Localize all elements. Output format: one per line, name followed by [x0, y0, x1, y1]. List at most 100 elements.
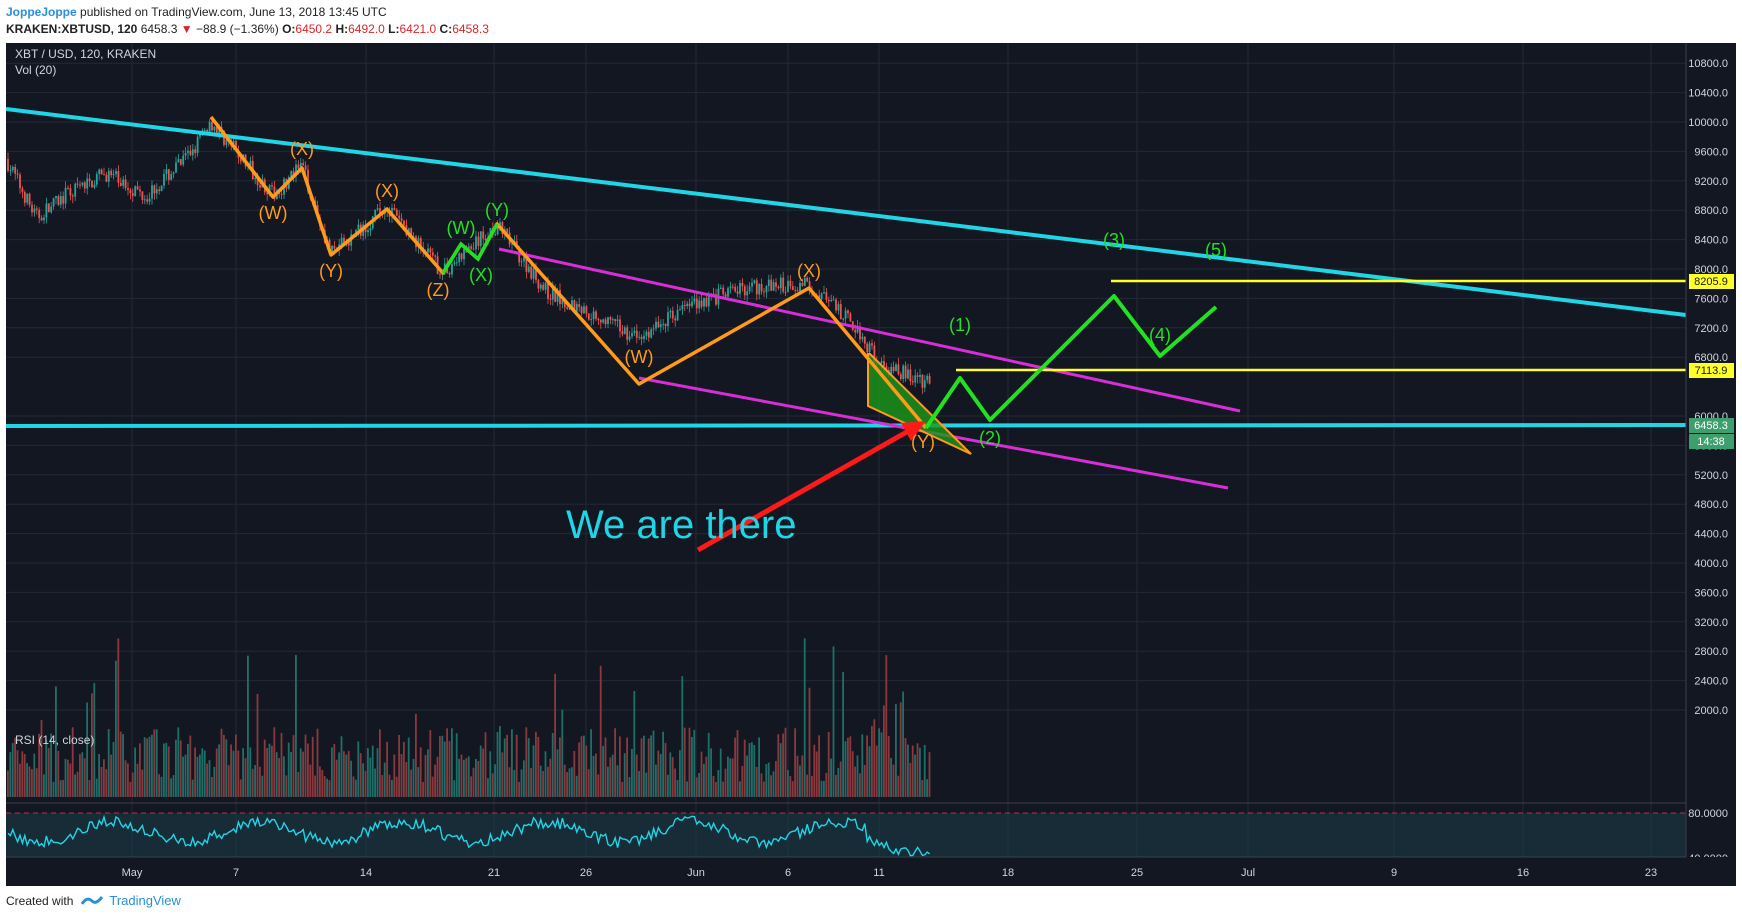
volume-bar: [393, 754, 396, 797]
candle-body: [199, 134, 201, 137]
publish-line: JoppeJoppe published on TradingView.com,…: [6, 4, 489, 21]
candle-body: [772, 282, 775, 291]
price-tick-label: 6800.0: [1694, 352, 1728, 364]
volume-bar: [719, 748, 722, 797]
candle-body: [827, 299, 830, 302]
candle-body: [98, 169, 101, 175]
volume-bar: [187, 743, 189, 797]
volume-bar: [213, 766, 216, 797]
volume-bar: [110, 754, 112, 797]
candle-body: [573, 300, 576, 312]
channel-upper-line: [498, 247, 1241, 413]
candle-body: [621, 331, 624, 335]
candle-body: [295, 164, 297, 177]
volume-bar: [256, 693, 259, 797]
volume-bar: [921, 780, 924, 797]
candle-body: [496, 225, 499, 235]
volume-bar: [705, 756, 708, 797]
candle-body: [647, 331, 650, 338]
candle-body: [182, 155, 185, 165]
tradingview-link[interactable]: TradingView: [81, 893, 181, 908]
volume-bar: [208, 760, 211, 797]
volume-bar: [736, 730, 739, 797]
symbol-legend: XBT / USD, 120, KRAKEN: [15, 47, 156, 61]
volume-bar: [619, 736, 621, 797]
volume-bar: [311, 736, 314, 797]
candle-body: [712, 293, 715, 295]
candle-body: [539, 284, 542, 289]
volume-bar: [609, 757, 612, 797]
volume-bar: [151, 734, 153, 797]
candle-body: [148, 198, 151, 202]
low-label: L:: [388, 22, 400, 36]
tradingview-brand[interactable]: TradingView: [109, 893, 181, 908]
candle-body: [806, 277, 809, 282]
candle-body: [475, 236, 477, 250]
volume-bar: [875, 745, 878, 797]
candle-body: [11, 166, 14, 171]
volume-bar: [122, 734, 124, 797]
price-tick-label: 2400.0: [1694, 676, 1728, 688]
candle-body: [105, 174, 108, 182]
volume-bar: [14, 737, 16, 797]
volume-bar: [28, 766, 31, 797]
candle-body: [765, 286, 768, 293]
candle-body: [165, 169, 168, 174]
chart-panel[interactable]: (X) (W) (Y) (X) (Z) (W) (X) (Y) (W) (X) …: [6, 43, 1736, 886]
volume-bar: [664, 742, 667, 797]
candle-body: [292, 171, 295, 177]
volume-bar: [124, 760, 127, 797]
volume-bar: [424, 755, 427, 797]
candle-body: [928, 375, 931, 384]
candle-body: [189, 150, 192, 156]
volume-bar: [455, 733, 458, 797]
candle-body: [791, 286, 794, 290]
candle-body: [911, 381, 914, 383]
author-link[interactable]: JoppeJoppe: [6, 5, 77, 19]
volume-bar: [515, 734, 518, 797]
chart-canvas[interactable]: (X) (W) (Y) (X) (Z) (W) (X) (Y) (W) (X) …: [6, 43, 1736, 886]
candle-body: [578, 304, 581, 307]
volume-bar: [419, 747, 422, 797]
volume-bar: [71, 727, 74, 797]
candle-body: [268, 185, 271, 195]
candle-body: [909, 369, 912, 382]
candle-body: [455, 262, 458, 264]
volume-bar: [626, 737, 628, 797]
candle-body: [403, 220, 405, 226]
wave-label: (W): [259, 203, 288, 223]
volume-bar: [103, 759, 105, 797]
volume-bar: [383, 762, 386, 797]
candle-body: [676, 309, 679, 321]
volume-bar: [299, 748, 302, 797]
candle-body: [477, 236, 480, 247]
volume-bar: [796, 755, 799, 797]
volume-bar: [239, 779, 242, 797]
volume-bar: [794, 728, 796, 797]
volume-bar: [801, 755, 804, 797]
volume-bar: [266, 747, 268, 797]
volume-bar: [199, 754, 201, 797]
volume-bar: [710, 748, 712, 797]
candle-body: [518, 248, 521, 263]
candle-body: [844, 310, 847, 319]
volume-bar: [674, 768, 676, 797]
candle-body: [703, 298, 705, 307]
volume-bar: [391, 779, 393, 797]
candle-body: [775, 282, 777, 287]
volume-bar: [117, 638, 120, 797]
candle-body: [427, 248, 429, 253]
candle-body: [31, 204, 33, 213]
candle-body: [585, 306, 588, 314]
volume-bar: [400, 753, 403, 797]
candle-body: [619, 319, 621, 332]
badge-upper-level-text: 8205.9: [1694, 276, 1728, 288]
candle-body: [163, 173, 165, 186]
volume-bar: [892, 764, 895, 797]
candle-body: [52, 198, 55, 207]
volume-bar: [590, 729, 592, 797]
volume-bar: [367, 748, 369, 797]
volume-bar: [477, 760, 480, 797]
volume-bar: [143, 737, 146, 797]
candle-body: [160, 185, 163, 191]
